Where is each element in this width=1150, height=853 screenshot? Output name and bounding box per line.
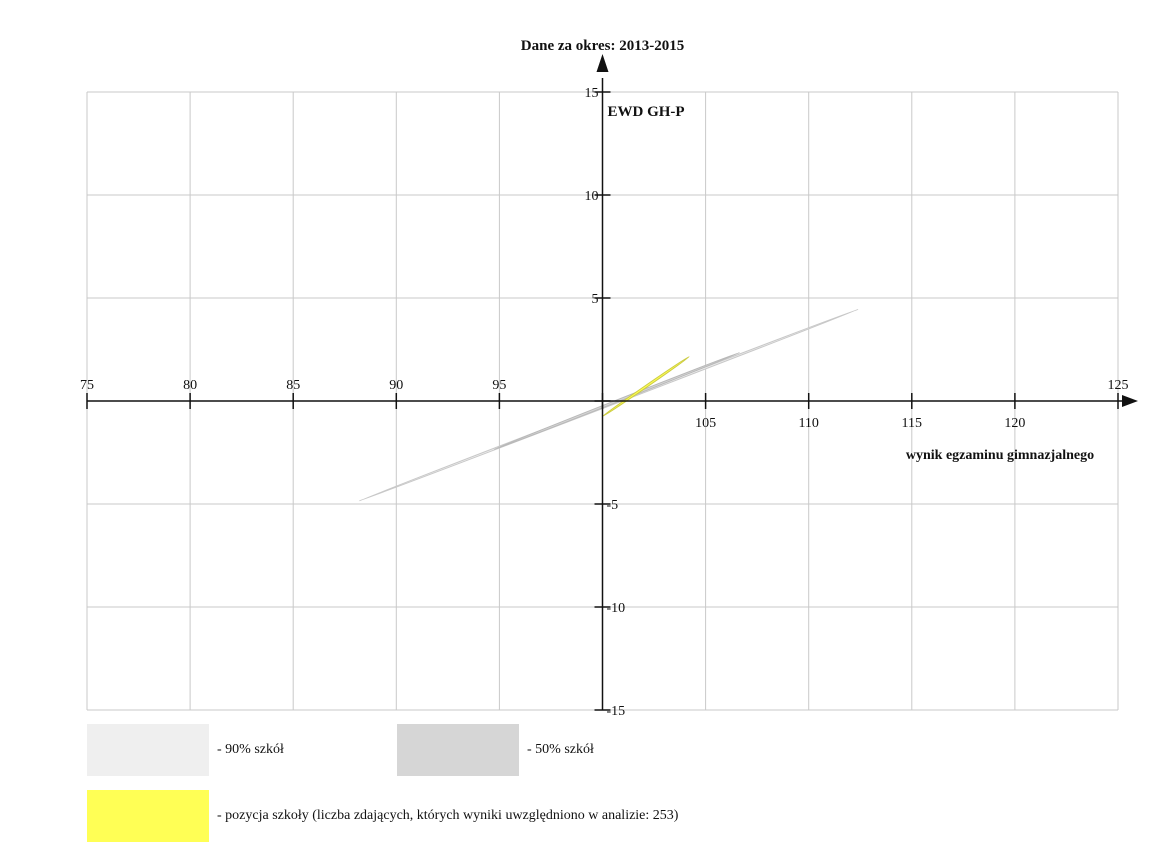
y-axis-arrow xyxy=(596,54,609,72)
x-tick-label-0: 75 xyxy=(80,378,94,393)
x-tick-label-8: 115 xyxy=(902,416,922,431)
legend-label-50: - 50% szkół xyxy=(527,742,594,757)
x-tick-label-7: 110 xyxy=(798,416,818,431)
legend-label-school: - pozycja szkoły (liczba zdających, któr… xyxy=(217,808,679,823)
x-tick-label-10: 125 xyxy=(1108,378,1129,393)
y-tick-label-0: -15 xyxy=(607,704,626,719)
region-layer xyxy=(358,308,859,502)
y-tick-label-2: -5 xyxy=(607,498,619,513)
x-axis-label: wynik egzaminu gimnazjalnego xyxy=(906,448,1094,463)
y-axis-label: EWD GH-P xyxy=(608,104,685,120)
y-tick-label-6: 15 xyxy=(585,86,599,101)
x-tick-label-2: 85 xyxy=(286,378,300,393)
y-tick-label-1: -10 xyxy=(607,601,626,616)
legend-90: - 90% szkół xyxy=(87,724,284,776)
legend-swatch-90 xyxy=(87,724,209,776)
axis-layer: 75 80 85 90 95 105 110 115 120 125 -15 -10 -5 5 10 15 xyxy=(80,54,1138,719)
x-tick-label-4: 95 xyxy=(492,378,506,393)
chart-title: Dane za okres: 2013-2015 xyxy=(521,38,684,54)
text-layer: Dane za okres: 2013-2015 EWD GH-P wynik … xyxy=(521,38,1094,463)
y-tick-label-4: 5 xyxy=(592,292,599,307)
x-tick-label-3: 90 xyxy=(389,378,403,393)
region-ellipse-2 xyxy=(601,356,690,417)
y-tick-label-5: 10 xyxy=(585,189,599,204)
x-tick-label-9: 120 xyxy=(1004,416,1025,431)
x-axis-arrow xyxy=(1122,395,1138,407)
legend-school: - pozycja szkoły (liczba zdających, któr… xyxy=(87,790,678,842)
x-tick-label-1: 80 xyxy=(183,378,197,393)
legend-swatch-school xyxy=(87,790,209,842)
x-tick-label-6: 105 xyxy=(695,416,716,431)
legend-swatch-50 xyxy=(397,724,519,776)
legend-label-90: - 90% szkół xyxy=(217,742,284,757)
legend-50: - 50% szkół xyxy=(397,724,594,776)
